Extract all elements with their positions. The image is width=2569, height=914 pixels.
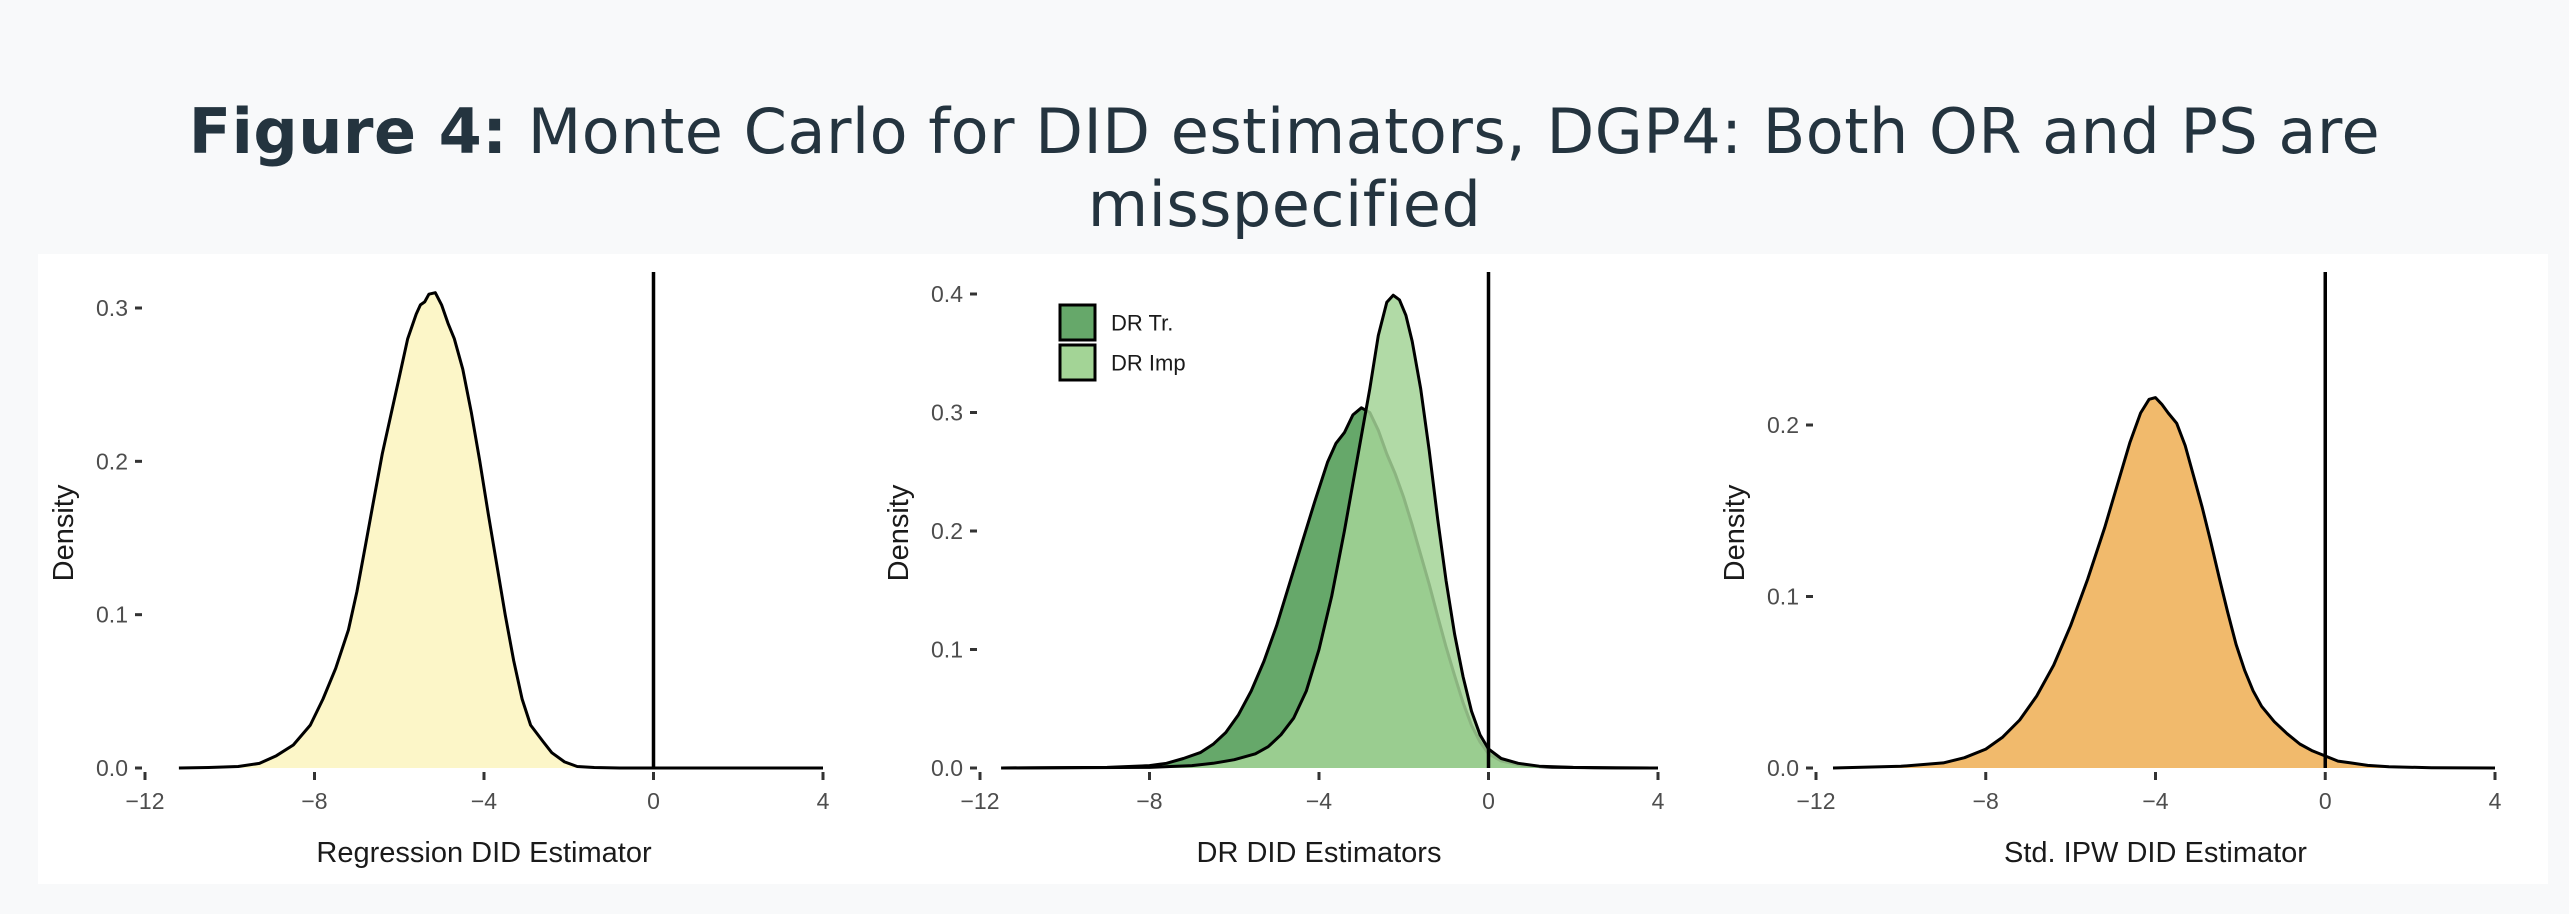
y-tick-label: 0.1 (931, 637, 963, 663)
legend-label-2: DR Imp (1111, 351, 1186, 376)
y-tick-label: 0.3 (96, 295, 128, 321)
x-tick-label: −8 (1136, 788, 1162, 814)
y-tick-label: 0.2 (931, 518, 963, 544)
density-area-1 (1001, 407, 1658, 768)
chart-panel-1: 0.0 0.1 0.2 0.3 −12 −8 −4 0 4 Regression DID Esti… (48, 272, 830, 869)
figure-title-bold: Figure 4: (188, 95, 508, 168)
density-area-1 (178, 292, 823, 768)
chart-panel-3: 0.0 0.1 0.2 −12 −8 −4 0 4 Std. IPW DID Estimator… (1719, 272, 2502, 869)
x-tick-label: −4 (471, 788, 497, 814)
x-tick-label: −8 (1973, 788, 1999, 814)
y-axis-title: Density (883, 484, 915, 581)
legend: DR Tr. DR Imp (1058, 303, 1186, 382)
x-tick-label: −8 (301, 788, 327, 814)
density-line-1 (178, 291, 823, 770)
y-tick-label: 0.2 (96, 448, 128, 474)
x-tick-label: −12 (1796, 788, 1835, 814)
x-axis-title: Std. IPW DID Estimator (2004, 837, 2307, 869)
figure-title: Figure 4: Monte Carlo for DID estimators… (0, 95, 2569, 241)
x-tick-label: −4 (1306, 788, 1332, 814)
x-tick-label: −12 (125, 788, 164, 814)
x-tick-label: −4 (2142, 788, 2168, 814)
y-tick-label: 0.2 (1767, 412, 1799, 438)
density-line-1 (1832, 396, 2496, 770)
density-area-1 (1833, 397, 2495, 768)
x-axis-title: DR DID Estimators (1197, 837, 1442, 869)
x-tick-label: 0 (1482, 788, 1495, 814)
chart-panel-2: 0.0 0.1 0.2 0.3 0.4 −12 −8 −4 0 4 DR DID Estimator… (883, 272, 1665, 869)
x-tick-label: 4 (817, 788, 830, 814)
y-tick-label: 0.0 (931, 755, 963, 781)
y-tick-label: 0.0 (1767, 755, 1799, 781)
legend-swatch-2 (1058, 343, 1097, 382)
y-tick-label: 0.1 (1767, 584, 1799, 610)
x-tick-label: 4 (2489, 788, 2502, 814)
x-tick-label: −12 (960, 788, 999, 814)
legend-label-1: DR Tr. (1111, 311, 1173, 336)
y-tick-label: 0.1 (96, 602, 128, 628)
figure-title-rest: Monte Carlo for DID estimators, DGP4: Bo… (507, 95, 2381, 241)
x-axis-title: Regression DID Estimator (316, 837, 652, 869)
legend-swatch-1 (1058, 303, 1097, 342)
y-axis-title: Density (48, 484, 80, 581)
density-area-2 (1001, 295, 1658, 768)
y-tick-label: 0.0 (96, 755, 128, 781)
x-tick-label: 0 (647, 788, 660, 814)
x-tick-label: 4 (1652, 788, 1665, 814)
y-axis-title: Density (1719, 484, 1751, 581)
x-tick-label: 0 (2319, 788, 2332, 814)
density-line-2 (1001, 293, 1659, 770)
y-tick-label: 0.4 (931, 281, 963, 307)
y-tick-label: 0.3 (931, 400, 963, 426)
